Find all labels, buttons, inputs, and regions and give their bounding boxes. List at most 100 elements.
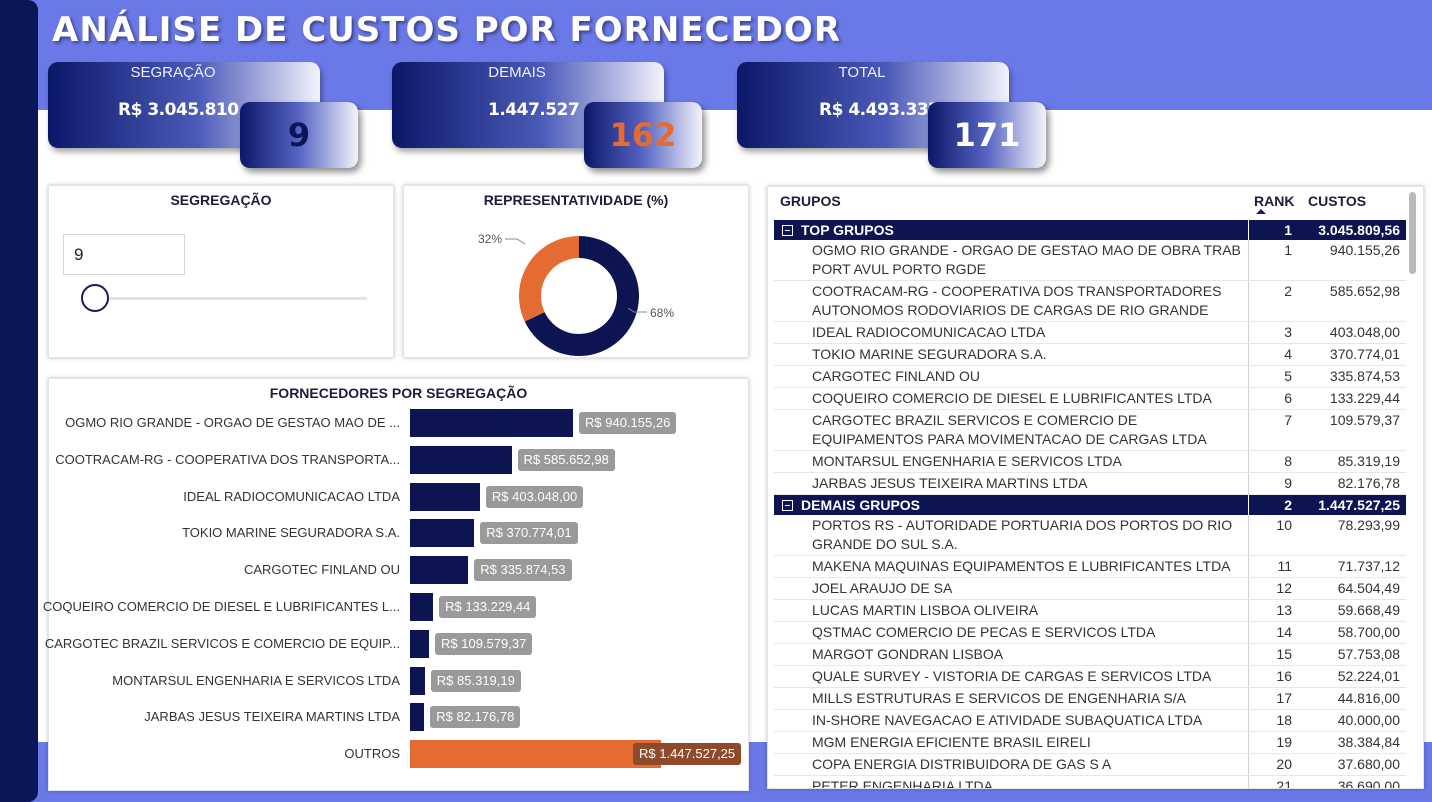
bar-data-label: R$ 335.874,53 xyxy=(474,559,572,582)
bar-category-label: MONTARSUL ENGENHARIA E SERVICOS LTDA xyxy=(112,672,400,688)
table-row[interactable]: CARGOTEC FINLAND OU 5 335.874,53 xyxy=(774,366,1406,388)
row-cost: 52.224,01 xyxy=(1337,668,1400,684)
collapse-icon[interactable] xyxy=(782,500,793,511)
table-row[interactable]: CARGOTEC BRAZIL SERVICOS E COMERCIO DE E… xyxy=(774,410,1406,451)
row-rank: 18 xyxy=(1248,710,1298,731)
table-row[interactable]: IN-SHORE NAVEGACAO E ATIVIDADE SUBAQUATI… xyxy=(774,710,1406,732)
bar-data-label: R$ 370.774,01 xyxy=(480,522,578,545)
table-row[interactable]: MILLS ESTRUTURAS E SERVICOS DE ENGENHARI… xyxy=(774,688,1406,710)
row-name: TOKIO MARINE SEGURADORA S.A. xyxy=(812,346,1047,362)
row-rank: 2 xyxy=(1248,281,1298,321)
row-rank: 17 xyxy=(1248,688,1298,709)
donut-slice-68[interactable] xyxy=(524,236,639,356)
row-name: MONTARSUL ENGENHARIA E SERVICOS LTDA xyxy=(812,453,1122,469)
row-name: COOTRACAM-RG - COOPERATIVA DOS TRANSPORT… xyxy=(812,283,1222,318)
bar-3[interactable] xyxy=(410,482,480,511)
kpi-value: R$ 3.045.810 xyxy=(118,100,239,120)
donut-slice-32[interactable] xyxy=(519,236,579,322)
row-cost: 133.229,44 xyxy=(1329,390,1400,406)
row-cost: 335.874,53 xyxy=(1329,368,1400,384)
bar-category-label: JARBAS JESUS TEIXEIRA MARTINS LTDA xyxy=(144,709,400,725)
bar-5[interactable] xyxy=(410,556,469,585)
bar-data-label: R$ 85.319,19 xyxy=(430,669,521,692)
kpi-label: SEGRAÇÃO xyxy=(130,64,216,81)
table-row[interactable]: COPA ENERGIA DISTRIBUIDORA DE GAS S A 20 3… xyxy=(774,754,1406,776)
row-cost: 3.045.809,56 xyxy=(1318,222,1400,238)
collapse-icon[interactable] xyxy=(782,225,793,236)
bar-category-label: CARGOTEC FINLAND OU xyxy=(243,562,400,578)
segregation-slider-handle[interactable] xyxy=(81,284,109,312)
table-row[interactable]: QSTMAC COMERCIO DE PECAS E SERVICOS LTDA… xyxy=(774,622,1406,644)
table-row[interactable]: OGMO RIO GRANDE - ORGAO DE GESTAO MAO DE… xyxy=(774,240,1406,281)
bar-4[interactable] xyxy=(410,519,475,548)
table-row[interactable]: MGM ENERGIA EFICIENTE BRASIL EIRELI 19 38.… xyxy=(774,732,1406,754)
row-cost: 44.816,00 xyxy=(1337,690,1400,706)
row-cost: 37.680,00 xyxy=(1337,756,1400,772)
bar-1[interactable] xyxy=(410,409,574,437)
row-name: JOEL ARAUJO DE SA xyxy=(812,580,953,596)
row-name: PETER ENGENHARIA LTDA xyxy=(812,778,994,789)
row-name: QSTMAC COMERCIO DE PECAS E SERVICOS LTDA xyxy=(812,624,1156,640)
row-name: QUALE SURVEY - VISTORIA DE CARGAS E SERV… xyxy=(812,668,1212,684)
header-rank[interactable]: RANK xyxy=(1254,193,1295,209)
table-row[interactable]: MAKENA MAQUINAS EQUIPAMENTOS E LUBRIFICA… xyxy=(774,556,1406,578)
bar-6[interactable] xyxy=(410,593,434,621)
bar-data-label: R$ 82.176,78 xyxy=(430,706,521,729)
row-cost: 64.504,49 xyxy=(1337,580,1400,596)
leader-line-68 xyxy=(627,307,647,313)
bar-data-label: R$ 109.579,37 xyxy=(435,632,533,655)
sort-ascending-icon xyxy=(1256,209,1266,214)
row-rank: 3 xyxy=(1248,322,1298,343)
row-rank: 21 xyxy=(1248,776,1298,788)
row-rank: 1 xyxy=(1248,240,1298,280)
bar-data-label: R$ 585.652,98 xyxy=(517,448,615,471)
header-costs[interactable]: CUSTOS xyxy=(1308,193,1367,209)
table-row[interactable]: MONTARSUL ENGENHARIA E SERVICOS LTDA 8 85.… xyxy=(774,451,1406,473)
row-name: CARGOTEC BRAZIL SERVICOS E COMERCIO DE E… xyxy=(812,412,1207,447)
bar-10[interactable] xyxy=(410,740,661,769)
row-cost: 58.700,00 xyxy=(1337,624,1400,640)
header-groups[interactable]: GRUPOS xyxy=(780,193,841,209)
row-cost: 403.048,00 xyxy=(1329,324,1400,340)
row-rank: 14 xyxy=(1248,622,1298,643)
bar-category-label: OUTROS xyxy=(344,746,400,762)
vertical-scrollbar[interactable] xyxy=(1409,192,1416,274)
table-row[interactable]: JARBAS JESUS TEIXEIRA MARTINS LTDA 9 82.17… xyxy=(774,473,1406,495)
row-name: MARGOT GONDRAN LISBOA xyxy=(812,646,1004,662)
bar-7[interactable] xyxy=(410,629,429,658)
table-row[interactable]: MARGOT GONDRAN LISBOA 15 57.753,08 xyxy=(774,644,1406,666)
table-row[interactable]: TOKIO MARINE SEGURADORA S.A. 4 370.774,01 xyxy=(774,344,1406,366)
kpi-value: R$ 4.493.337 xyxy=(819,100,940,120)
segregation-slider-track[interactable] xyxy=(93,297,367,300)
table-row[interactable]: COOTRACAM-RG - COOPERATIVA DOS TRANSPORT… xyxy=(774,281,1406,322)
row-cost: 38.384,84 xyxy=(1337,734,1400,750)
row-name: LUCAS MARTIN LISBOA OLIVEIRA xyxy=(812,602,1039,618)
row-cost: 85.319,19 xyxy=(1337,453,1400,469)
representatividade-card: REPRESENTATIVIDADE (%) 32% 68% xyxy=(403,185,749,358)
table-row[interactable]: IDEAL RADIOCOMUNICACAO LTDA 3 403.048,00 xyxy=(774,322,1406,344)
table-group-row[interactable]: TOP GRUPOS 1 3.045.809,56 xyxy=(774,220,1406,240)
donut-label-32: 32% xyxy=(478,232,502,246)
table-row[interactable]: PORTOS RS - AUTORIDADE PORTUARIA DOS POR… xyxy=(774,515,1406,556)
row-cost: 370.774,01 xyxy=(1329,346,1400,362)
page-title: ANÁLISE DE CUSTOS POR FORNECEDOR xyxy=(52,10,842,50)
row-rank: 20 xyxy=(1248,754,1298,775)
bar-data-label: R$ 403.048,00 xyxy=(485,485,584,508)
kpi-count-total: 171 xyxy=(928,102,1046,168)
bar-8[interactable] xyxy=(410,666,425,695)
bar-2[interactable] xyxy=(410,445,512,474)
segregation-value-input[interactable]: 9 xyxy=(63,234,185,275)
row-cost: 71.737,12 xyxy=(1337,558,1400,574)
row-name: COQUEIRO COMERCIO DE DIESEL E LUBRIFICAN… xyxy=(812,390,1212,406)
row-name: DEMAIS GRUPOS xyxy=(774,495,1248,515)
table-row[interactable]: QUALE SURVEY - VISTORIA DE CARGAS E SERV… xyxy=(774,666,1406,688)
table-group-row[interactable]: DEMAIS GRUPOS 2 1.447.527,25 xyxy=(774,495,1406,515)
table-row[interactable]: PETER ENGENHARIA LTDA 21 36.690,00 xyxy=(774,776,1406,789)
row-name: OGMO RIO GRANDE - ORGAO DE GESTAO MAO DE… xyxy=(812,242,1241,277)
row-rank: 8 xyxy=(1248,451,1298,472)
table-row[interactable]: COQUEIRO COMERCIO DE DIESEL E LUBRIFICAN… xyxy=(774,388,1406,410)
bar-9[interactable] xyxy=(410,703,425,732)
table-row[interactable]: LUCAS MARTIN LISBOA OLIVEIRA 13 59.668,49 xyxy=(774,600,1406,622)
table-row[interactable]: JOEL ARAUJO DE SA 12 64.504,49 xyxy=(774,578,1406,600)
row-name: PORTOS RS - AUTORIDADE PORTUARIA DOS POR… xyxy=(812,517,1233,552)
